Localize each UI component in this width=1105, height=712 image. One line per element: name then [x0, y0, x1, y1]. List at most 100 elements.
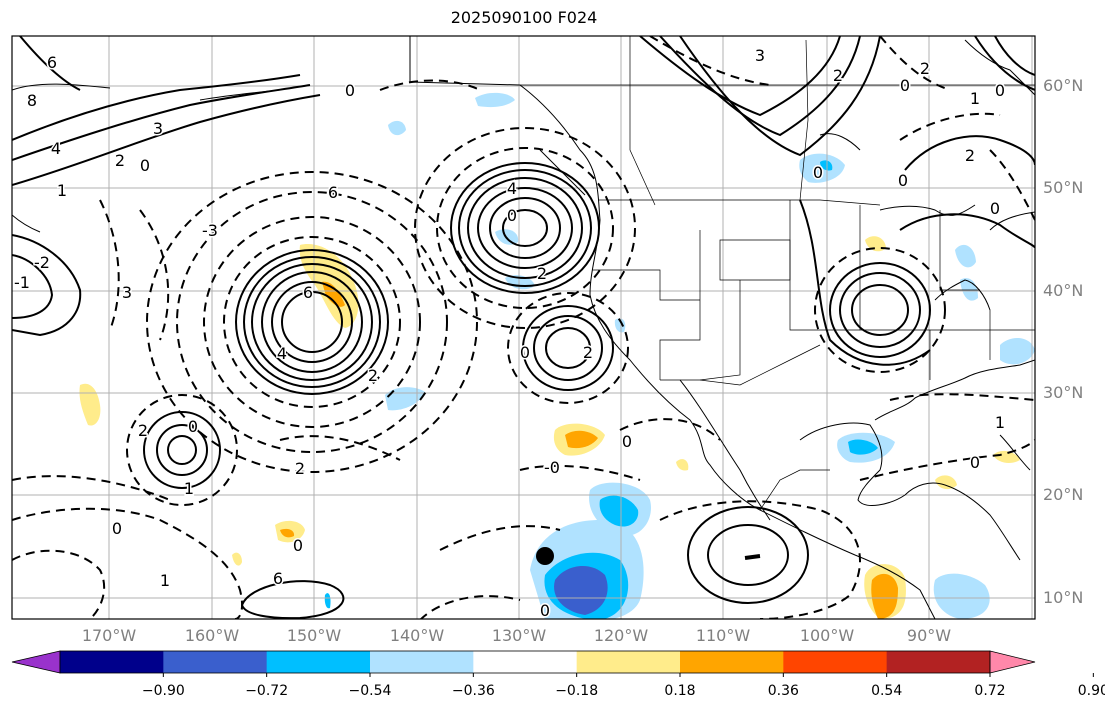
coastline: [934, 279, 991, 311]
coastline: [879, 204, 976, 216]
positive-shading: [79, 383, 101, 426]
negative-shading: [324, 593, 331, 609]
contour-label: -2: [34, 253, 50, 272]
negative-shading-core: [554, 565, 608, 615]
contour-label: 8: [27, 91, 37, 110]
coastline: [12, 83, 111, 91]
positive-shading: [280, 528, 295, 538]
colorbar-tick-label: −0.54: [348, 683, 392, 699]
colorbar-segment: [473, 651, 578, 673]
longitude-label: 160°W: [184, 626, 240, 645]
coastline: [409, 36, 936, 619]
contour-label: 1: [57, 181, 67, 200]
colorbar-tick-label: 0.18: [664, 683, 696, 699]
positive-shading: [322, 281, 345, 307]
contour-label: -1: [14, 273, 30, 292]
coastline: [964, 39, 1035, 96]
longitude-label: 110°W: [695, 626, 751, 645]
contour-label: 3: [153, 119, 163, 138]
contour-label: 1: [995, 413, 1005, 432]
positive-shading: [232, 552, 242, 566]
coastline: [904, 482, 1021, 561]
colorbar: [11, 650, 1094, 677]
coastline: [999, 434, 1031, 471]
colorbar-tick-label: −0.36: [451, 683, 495, 699]
contour-label: 0: [112, 519, 122, 538]
positive-shading: [565, 430, 598, 449]
colorbar-segment: [370, 651, 474, 673]
contour-label: 4: [51, 139, 61, 158]
colorbar-segment: [266, 651, 371, 673]
contour-label: 2: [920, 59, 930, 78]
negative-shading: [848, 439, 878, 455]
coastline: [819, 133, 861, 151]
positive-shading: [935, 475, 957, 490]
contour-label: 3: [122, 283, 132, 302]
coastline: [989, 211, 1035, 231]
colorbar-segment: [783, 651, 888, 673]
coastline: [12, 214, 41, 233]
storm-center-marker: [536, 547, 554, 565]
contour-label: 4: [507, 179, 517, 198]
contour-label: 0: [813, 163, 823, 182]
contour-label: 1: [160, 571, 170, 590]
contour-label: 3: [755, 46, 765, 65]
shading-layer: [79, 92, 1035, 619]
contour-label: 1: [970, 89, 980, 108]
coastline: [679, 379, 771, 521]
contour-label: 2: [833, 66, 843, 85]
colorbar-tick-label: 0.72: [974, 683, 1006, 699]
contour-label: 0: [622, 432, 632, 451]
longitude-label: 140°W: [389, 626, 445, 645]
negative-shading: [388, 120, 406, 136]
latitude-label: 40°N: [1043, 281, 1084, 300]
contour-label: 1: [184, 479, 194, 498]
colorbar-tick-label: −0.72: [245, 683, 289, 699]
contour-label: 0: [540, 601, 550, 620]
negative-shading: [933, 573, 990, 619]
contour-label: 2: [368, 366, 378, 385]
coastline: [799, 422, 906, 506]
negative-shading: [385, 387, 425, 411]
contour-label: -3: [202, 221, 218, 240]
positive-shading: [676, 459, 689, 471]
colorbar-frame: [59, 650, 991, 674]
longitude-label: 120°W: [593, 626, 649, 645]
contour-label: 4: [277, 344, 287, 363]
negative-shading: [614, 318, 626, 333]
longitude-label: 90°W: [906, 626, 952, 645]
contour-label: 2: [115, 151, 125, 170]
latitude-label: 30°N: [1043, 383, 1084, 402]
colorbar-segment: [163, 651, 268, 673]
colorbar-segment: [886, 651, 991, 673]
political-borders: [520, 36, 1035, 511]
contour-label: 0: [970, 453, 980, 472]
negative-shading-top: [599, 495, 639, 527]
contour-label: 2: [965, 146, 975, 165]
longitude-label: 150°W: [286, 626, 342, 645]
colorbar-segment: [576, 651, 681, 673]
map-frame: [11, 35, 1036, 620]
negative-shading: [955, 244, 976, 268]
colorbar-tick-label: 0.54: [871, 683, 903, 699]
contour-label: 0: [188, 417, 198, 436]
colorbar-extend-min: [11, 650, 61, 674]
colorbar-tick-label: −0.18: [555, 683, 599, 699]
colorbar-extend-max: [989, 650, 1036, 674]
contour-label: 6: [47, 53, 57, 72]
coastline: [874, 359, 1035, 421]
negative-shading: [799, 153, 845, 183]
coastlines: [12, 36, 1035, 619]
contour-label: 0: [995, 81, 1005, 100]
latitude-label: 60°N: [1043, 76, 1084, 95]
colorbar-segment: [60, 651, 164, 673]
contour-label: 2: [295, 459, 305, 478]
latitude-label: 10°N: [1043, 588, 1084, 607]
contour-label: 0: [520, 343, 530, 362]
contour-label: -0: [544, 458, 560, 477]
positive-shading: [865, 236, 886, 252]
latitude-label: 50°N: [1043, 178, 1084, 197]
negative-shading: [475, 92, 515, 108]
